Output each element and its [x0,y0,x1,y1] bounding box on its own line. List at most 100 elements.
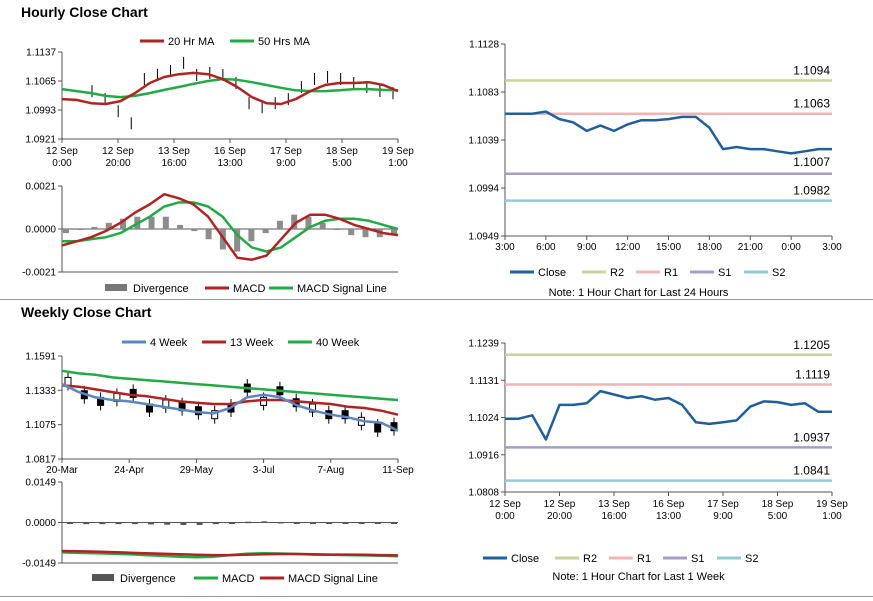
hourly-price-xtick-label: 18 Sep [326,146,358,157]
weekly-divergence-bar [164,522,171,525]
weekly-divergence-bar [131,522,138,525]
weekly-levels-xtick-label: 16:00 [601,511,626,522]
hourly-levels-xtick-label: 0:00 [781,242,801,253]
weekly-divergence-bar [196,522,203,525]
hourly-section-title: Hourly Close Chart [21,4,148,20]
weekly-price-legend-label: 13 Week [230,337,274,349]
weekly-levels-xtick-label: 13:00 [656,511,681,522]
weekly-levels-xtick-label: 19 Sep [816,499,848,510]
hourly-macd-legend-swatch [105,284,127,291]
weekly-divergence-bar [326,522,333,524]
hourly-levels-xtick-label: 6:00 [536,242,556,253]
hourly-macd-legend-label: MACD [233,283,265,295]
hourly-price-xtick-label: 16 Sep [214,146,246,157]
weekly-levels-legend-label: R1 [637,553,651,565]
hourly-divergence-bar [319,222,326,229]
hourly-levels-xtick-label: 3:00 [822,242,842,253]
weekly-divergence-bar [245,521,252,524]
hourly-price-xtick-label: 20:00 [105,158,130,169]
hourly-levels-legend-label: S2 [772,267,785,279]
weekly-4-week-line [61,382,399,432]
weekly-macd-ytick-label: 0.0000 [25,518,56,529]
hourly-levels-xtick-label: 12:00 [615,242,640,253]
weekly-levels-xtick-label: 5:00 [768,511,788,522]
hourly-divergence-bar [191,229,198,232]
weekly-macd-legend-label: Divergence [120,573,176,585]
hourly-price-xtick-label: 0:00 [52,158,72,169]
weekly-levels-ytick-label: 1.1024 [468,413,499,424]
weekly-divergence-bar [342,522,349,524]
hourly-levels-s1-value: 1.1007 [793,155,830,169]
weekly-price-legend-label: 40 Week [316,337,360,349]
weekly-levels-s1-value: 1.0937 [793,430,830,444]
hourly-price-xtick-label: 9:00 [276,158,296,169]
weekly-macd-legend-label: MACD [222,573,254,585]
hourly-levels-ytick-label: 1.1128 [469,40,499,51]
hourly-levels-legend-label: R2 [610,267,624,279]
weekly-price-xtick-label: 7-Aug [317,465,344,476]
weekly-candle-body [341,410,349,420]
weekly-levels-legend-label: S1 [691,553,704,565]
weekly-levels-xtick-label: 12 Sep [544,499,576,510]
weekly-levels-note: Note: 1 Hour Chart for Last 1 Week [552,571,725,583]
hourly-macd-ytick-label: -0.0021 [22,268,56,279]
hourly-levels-xtick-label: 3:00 [495,242,515,253]
weekly-levels-xtick-label: 0:00 [495,511,515,522]
weekly-price-ytick-label: 1.0817 [25,455,56,466]
hourly-50hr-ma-line [61,77,399,99]
bottom-divider [0,596,873,597]
weekly-price-xtick-label: 3-Jul [253,465,275,476]
hourly-macd-legend-label: MACD Signal Line [297,283,387,295]
hourly-levels-legend-label: R1 [664,267,678,279]
hourly-price-xtick-label: 5:00 [332,158,352,169]
weekly-levels-xtick-label: 18 Sep [762,499,794,510]
weekly-levels-xtick-label: 1:00 [822,511,842,522]
section-divider [0,299,873,300]
weekly-levels-s2-value: 1.0841 [793,464,830,478]
weekly-levels-legend-label: R2 [583,553,597,565]
weekly-levels-ytick-label: 1.0916 [468,450,499,461]
weekly-section-title: Weekly Close Chart [21,304,152,320]
weekly-price-ytick-label: 1.1591 [25,352,56,363]
hourly-divergence-bar [276,220,283,229]
weekly-levels-r2-value: 1.1205 [793,338,830,352]
hourly-divergence-bar [162,216,169,229]
hourly-levels-r2-value: 1.1094 [793,63,830,77]
hourly-macd-ytick-label: 0.0000 [25,225,56,236]
hourly-macd-ytick-label: 0.0021 [25,182,56,193]
hourly-divergence-bar [205,229,212,240]
weekly-levels-xtick-label: 9:00 [713,511,733,522]
weekly-divergence-bar [83,522,90,525]
hourly-price-xtick-label: 19 Sep [382,146,414,157]
hourly-price-xtick-label: 12 Sep [102,146,134,157]
hourly-20hr-ma-line [61,71,399,106]
hourly-divergence-bar [333,229,340,230]
weekly-price-xtick-label: 24-Apr [114,465,145,476]
hourly-divergence-bar [234,229,241,252]
weekly-levels-xtick-label: 13 Sep [598,499,630,510]
weekly-candle-body [211,410,219,420]
weekly-levels-ytick-label: 1.1239 [468,339,499,350]
weekly-price-xtick-label: 20-Mar [46,465,78,476]
weekly-macd-ytick-label: -0.0149 [22,559,56,570]
weekly-divergence-bar [67,522,73,524]
hourly-levels-xtick-label: 9:00 [577,242,597,253]
weekly-levels-close-line [505,389,832,441]
hourly-levels-xtick-label: 18:00 [697,242,722,253]
hourly-price-xtick-label: 1:00 [388,158,408,169]
weekly-40-week-line [61,369,399,402]
weekly-divergence-bar [229,522,235,524]
weekly-price-xtick-label: 29-May [180,465,213,476]
weekly-divergence-bar [148,522,154,525]
weekly-levels-xtick-label: 12 Sep [489,499,521,510]
hourly-macd-legend-label: Divergence [133,283,189,295]
hourly-macd-line [61,192,399,261]
hourly-price-xtick-label: 13 Sep [158,146,190,157]
weekly-levels-ytick-label: 1.0808 [468,488,499,499]
weekly-macd-legend-swatch [92,574,114,581]
weekly-price-xtick-label: 11-Sep [382,465,414,476]
weekly-candle-body [374,423,382,433]
hourly-levels-xtick-label: 15:00 [656,242,681,253]
hourly-divergence-bar [291,214,298,229]
